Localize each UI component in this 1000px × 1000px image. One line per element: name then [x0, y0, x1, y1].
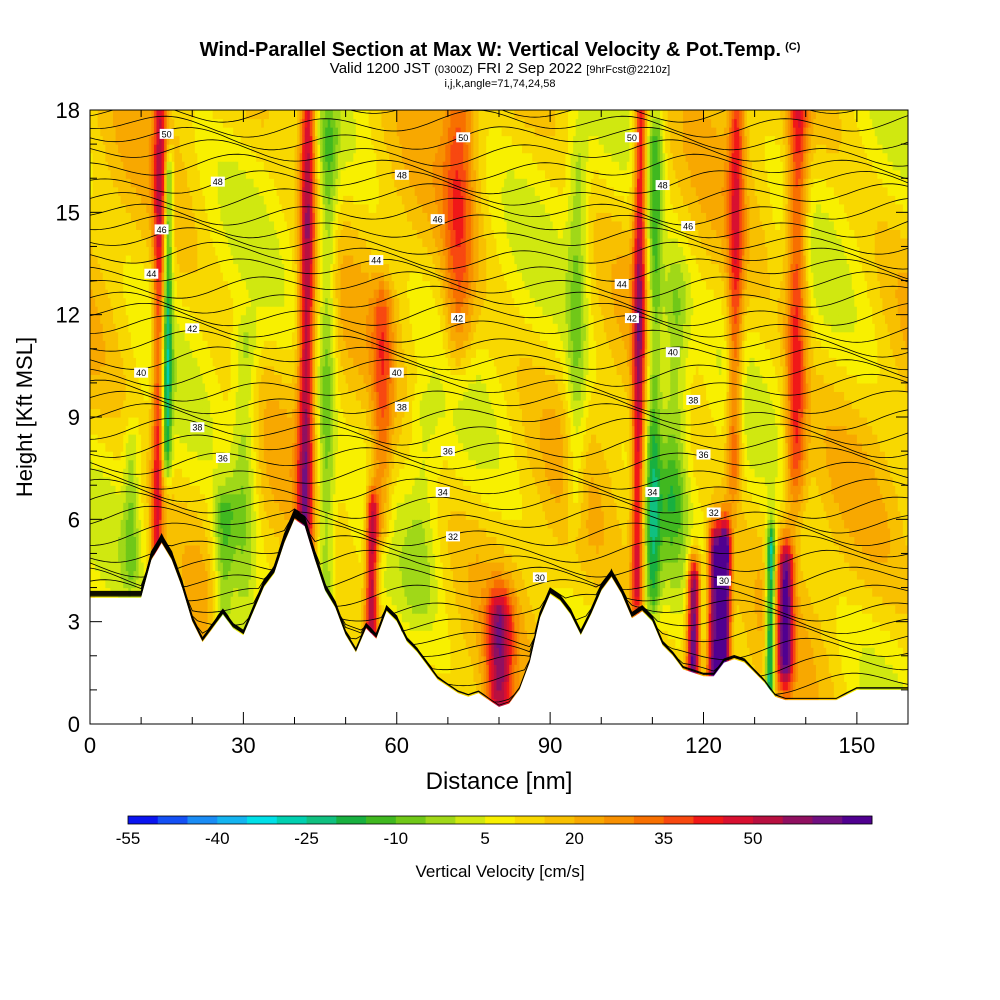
contour-label: 42 [624, 313, 639, 324]
colorbar-tick-label: 5 [480, 829, 489, 848]
colorbar-swatch [395, 816, 426, 824]
contour-label: 44 [369, 255, 384, 266]
contour-label: 42 [185, 323, 200, 334]
colorbar-tick-label: -25 [294, 829, 319, 848]
colorbar-swatch [128, 816, 159, 824]
colorbar-swatch [247, 816, 278, 824]
contour-label: 40 [665, 347, 680, 358]
terrain [90, 519, 908, 724]
contour-label: 44 [144, 268, 159, 279]
colorbar-label: Vertical Velocity [cm/s] [0, 862, 1000, 882]
x-tick-label: 0 [84, 733, 96, 758]
contour-label: 32 [445, 531, 460, 542]
contour-label: 50 [456, 132, 471, 143]
colorbar-swatch [157, 816, 188, 824]
chart-title: Wind-Parallel Section at Max W: Vertical… [0, 36, 1000, 61]
colorbar-swatch [336, 816, 367, 824]
contour-label: 36 [696, 449, 711, 460]
colorbar-swatch [782, 816, 813, 824]
x-tick-label: 30 [231, 733, 255, 758]
colorbar-swatch [306, 816, 337, 824]
contour-label: 46 [430, 214, 445, 225]
colorbar-swatch [842, 816, 873, 824]
contour-label: 32 [706, 507, 721, 518]
colorbar-swatch [187, 816, 218, 824]
colorbar-tick-label: -40 [205, 829, 230, 848]
colorbar-swatch [752, 816, 784, 824]
y-tick-label: 6 [68, 507, 80, 532]
contour-label: 34 [435, 487, 450, 498]
colorbar-swatch [812, 816, 843, 824]
contour-label: 38 [686, 394, 701, 405]
copyright-mark: (C) [785, 41, 800, 53]
x-tick-label: 60 [385, 733, 409, 758]
contour-label: 42 [451, 313, 466, 324]
colorbar-swatch [366, 816, 397, 824]
contour-label: 44 [614, 278, 629, 289]
colorbar-tick-label: -55 [116, 829, 141, 848]
contour-label: 50 [159, 128, 174, 139]
contour-label: 50 [624, 132, 639, 143]
x-tick-label: 150 [839, 733, 876, 758]
y-tick-label: 18 [56, 98, 80, 123]
contour-label: 46 [154, 224, 169, 235]
colorbar-swatch [276, 816, 307, 824]
contour-label: 30 [716, 575, 731, 586]
contour-label: 36 [215, 452, 230, 463]
chart-subtitle: Valid 1200 JST (0300Z) FRI 2 Sep 2022 [9… [0, 61, 1000, 78]
contour-label: 48 [655, 180, 670, 191]
colorbar-swatch [723, 816, 754, 824]
contour-label: 36 [440, 446, 455, 457]
colorbar: -55 -40 -25 -10 5 20 35 50 [116, 815, 873, 848]
colorbar-swatch [485, 816, 516, 824]
colorbar-tick-label: 20 [565, 829, 584, 848]
chart-params: i,j,k,angle=71,74,24,58 [0, 78, 1000, 90]
x-tick-label: 90 [538, 733, 562, 758]
colorbar-tick-label: 35 [654, 829, 673, 848]
y-tick-label: 3 [68, 610, 80, 635]
y-tick-label: 0 [68, 712, 80, 737]
contour-label: 40 [389, 367, 404, 378]
contour-label: 38 [190, 422, 205, 433]
y-tick-label: 12 [56, 303, 80, 328]
x-tick-label: 120 [685, 733, 722, 758]
colorbar-swatch [514, 816, 546, 824]
contour-label: 40 [134, 367, 149, 378]
colorbar-tick-label: 50 [743, 829, 762, 848]
colorbar-swatch [455, 816, 486, 824]
colorbar-swatch [574, 816, 605, 824]
colorbar-swatch [663, 816, 694, 824]
y-axis-label: Height [Kft MSL] [12, 337, 37, 497]
colorbar-swatch [544, 816, 575, 824]
contour-label: 48 [210, 176, 225, 187]
colorbar-tick-label: -10 [384, 829, 409, 848]
colorbar-swatch [633, 816, 665, 824]
colorbar-swatch [217, 816, 248, 824]
contour-label: 34 [645, 487, 660, 498]
colorbar-swatch [604, 816, 635, 824]
contour-label: 48 [394, 169, 409, 180]
theta-contours [90, 110, 908, 706]
contour-label: 38 [394, 401, 409, 412]
x-axis-label: Distance [nm] [426, 768, 573, 795]
contour-label: 30 [532, 572, 547, 583]
y-tick-label: 9 [68, 405, 80, 430]
contour-label: 46 [681, 220, 696, 231]
colorbar-swatch [693, 816, 724, 824]
contour-labels: 30 30 32 32 34 34 36 36 36 38 38 38 40 40 40 42 42 42 44 44… [134, 128, 731, 586]
chart-title-block: Wind-Parallel Section at Max W: Vertical… [0, 36, 1000, 90]
y-tick-label: 15 [56, 200, 80, 225]
colorbar-swatch [425, 816, 456, 824]
